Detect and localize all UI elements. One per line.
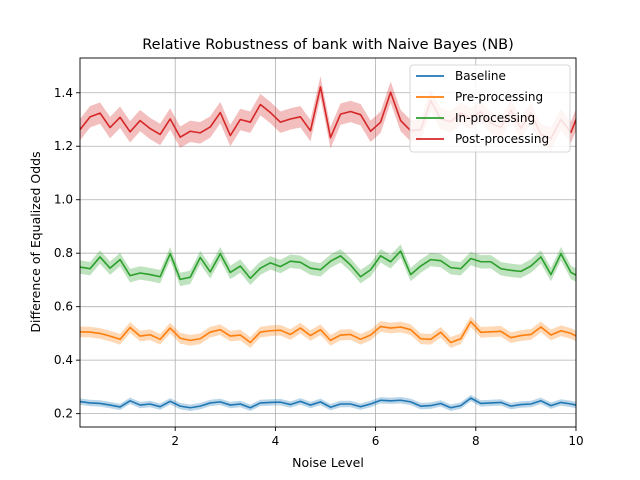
- y-tick-label: 1.4: [54, 86, 73, 100]
- y-tick-label: 0.4: [54, 353, 73, 367]
- y-tick-label: 1.2: [54, 139, 73, 153]
- pre-processing-legend-label: Pre-processing: [455, 90, 543, 104]
- pre-processing-series-line: [79, 320, 577, 344]
- plot-area-frame: [79, 57, 577, 428]
- in-processing-confidence-band: [80, 244, 576, 287]
- in-processing-legend-label: In-processing: [455, 111, 535, 125]
- x-axis-label: Noise Level: [292, 455, 364, 470]
- x-tick-label: 6: [372, 434, 380, 448]
- x-tick-label: 10: [568, 434, 583, 448]
- post-processing-legend-label: Post-processing: [455, 132, 549, 146]
- in-processing-series-line: [79, 250, 577, 281]
- baseline-series-line: [79, 397, 577, 409]
- y-tick-label: 0.2: [54, 407, 73, 421]
- y-tick-label: 1.0: [54, 193, 73, 207]
- chart-title: Relative Robustness of bank with Naive B…: [142, 37, 514, 53]
- x-tick-label: 2: [171, 434, 179, 448]
- x-tick-label: 4: [272, 434, 280, 448]
- legend-box: [409, 64, 571, 153]
- y-tick-label: 0.6: [54, 300, 73, 314]
- axis-ticks: 2 4 6 8 10 0.2 0.4 0.6 0.8 1.0 1.2 1.4: [54, 86, 584, 448]
- baseline-legend-label: Baseline: [455, 69, 506, 83]
- x-tick-label: 8: [472, 434, 480, 448]
- legend: Baseline Pre-processing In-processing Post-…: [409, 64, 571, 153]
- pre-processing-confidence-band: [80, 316, 576, 348]
- y-tick-label: 0.8: [54, 246, 73, 260]
- y-axis-label: Difference of Equalized Odds: [28, 151, 43, 332]
